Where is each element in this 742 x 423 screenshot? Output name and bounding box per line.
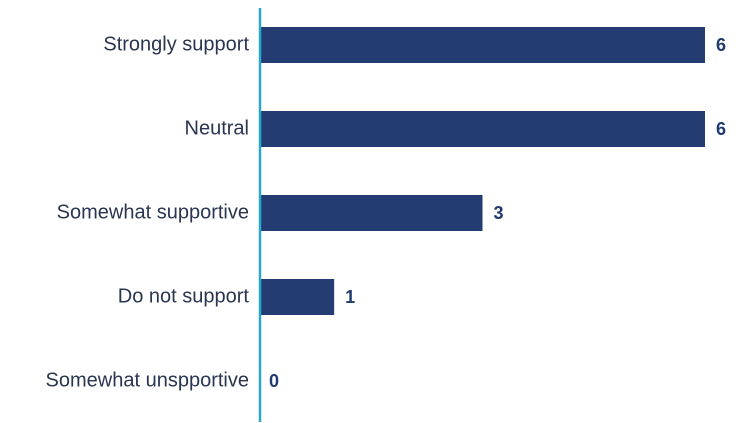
category-label-3: Do not support (118, 285, 250, 307)
bar-0 (260, 27, 705, 63)
category-label-1: Neutral (185, 117, 249, 139)
category-label-2: Somewhat supportive (57, 201, 249, 223)
value-label-0: 6 (716, 35, 726, 55)
bar-2 (260, 195, 483, 231)
bar-3 (260, 279, 335, 315)
bar-1 (260, 111, 705, 147)
value-label-3: 1 (345, 287, 355, 307)
category-label-4: Somewhat unspportive (46, 369, 249, 391)
bars-layer (260, 27, 705, 315)
category-label-0: Strongly support (103, 33, 249, 55)
value-label-1: 6 (716, 119, 726, 139)
labels-layer: Strongly support 6 Neutral 6 Somewhat suppor… (46, 33, 726, 391)
value-label-4: 0 (269, 371, 279, 391)
value-label-2: 3 (494, 203, 504, 223)
